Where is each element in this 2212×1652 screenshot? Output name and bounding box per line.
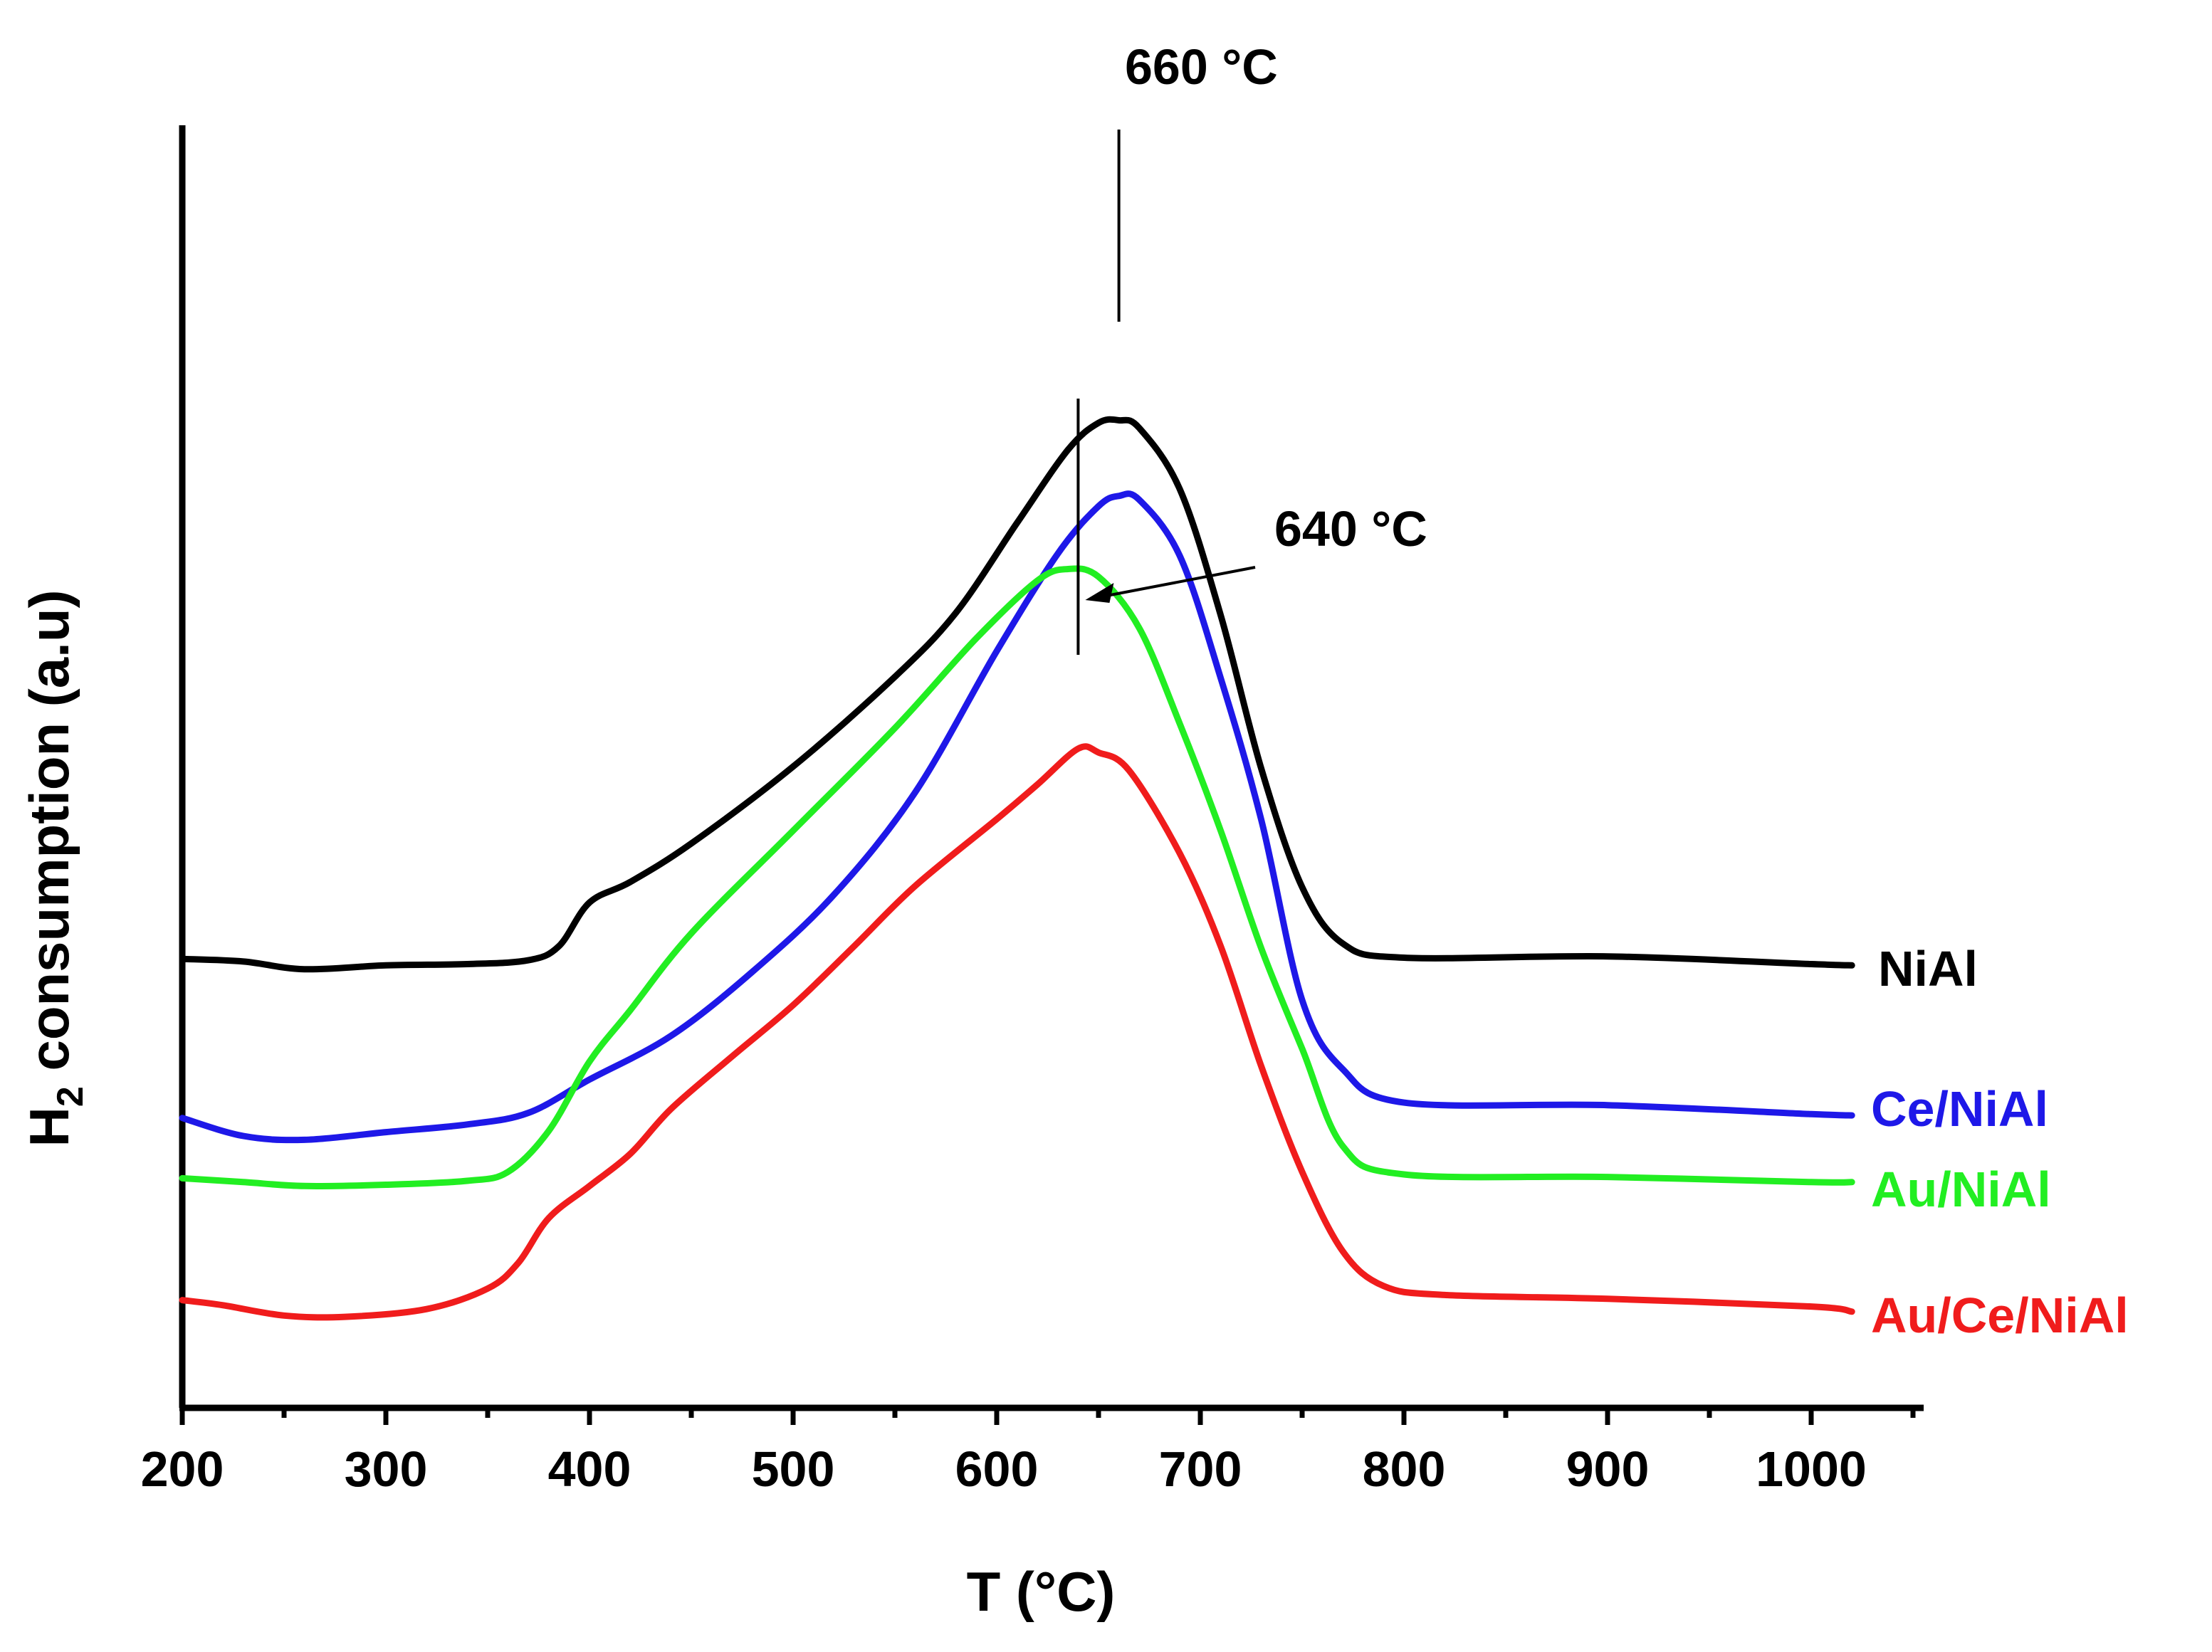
x-ticks xyxy=(179,1408,1916,1425)
series-label-nial: NiAl xyxy=(1878,941,1978,996)
x-tick-label: 800 xyxy=(1363,1441,1446,1497)
peak-markers xyxy=(1076,130,1256,655)
series-line-au-nial xyxy=(179,565,1855,1189)
x-tick-label: 400 xyxy=(548,1441,631,1497)
x-tick-label: 300 xyxy=(345,1441,428,1497)
annotation-arrow-head xyxy=(1085,583,1114,603)
series-label-ce-nial: Ce/NiAl xyxy=(1871,1081,2048,1137)
annotation-660: 660 °C xyxy=(1125,39,1278,95)
x-tick-label: 700 xyxy=(1159,1441,1242,1497)
x-axis-title: T (°C) xyxy=(967,1560,1116,1623)
y-axis-title: H2 consumption (a.u) xyxy=(18,590,91,1147)
svg-text:H2 consumption (a.u): H2 consumption (a.u) xyxy=(18,590,91,1147)
series-line-nial xyxy=(179,416,1855,973)
x-tick-labels: 200 300 400 500 600 700 800 900 1000 xyxy=(141,1441,1867,1497)
y-axis-title-prefix: H xyxy=(18,1107,80,1147)
y-axis-title-rest: consumption (a.u) xyxy=(18,590,80,1087)
x-tick-label: 200 xyxy=(141,1441,224,1497)
x-tick-label: 900 xyxy=(1566,1441,1650,1497)
series-label-au-ce-nial: Au/Ce/NiAl xyxy=(1871,1288,2129,1343)
x-tick-label: 600 xyxy=(955,1441,1039,1497)
series-lines xyxy=(179,416,1855,1321)
x-tick-label: 500 xyxy=(752,1441,835,1497)
x-tick-label: 1000 xyxy=(1756,1441,1867,1497)
annotation-arrow-line xyxy=(1106,566,1256,597)
annotation-640: 640 °C xyxy=(1274,501,1427,557)
series-line-au-ce-nial xyxy=(179,743,1855,1321)
y-axis-title-sub: 2 xyxy=(50,1086,91,1107)
series-label-au-nial: Au/NiAl xyxy=(1871,1162,2051,1217)
series-line-ce-nial xyxy=(179,490,1855,1144)
